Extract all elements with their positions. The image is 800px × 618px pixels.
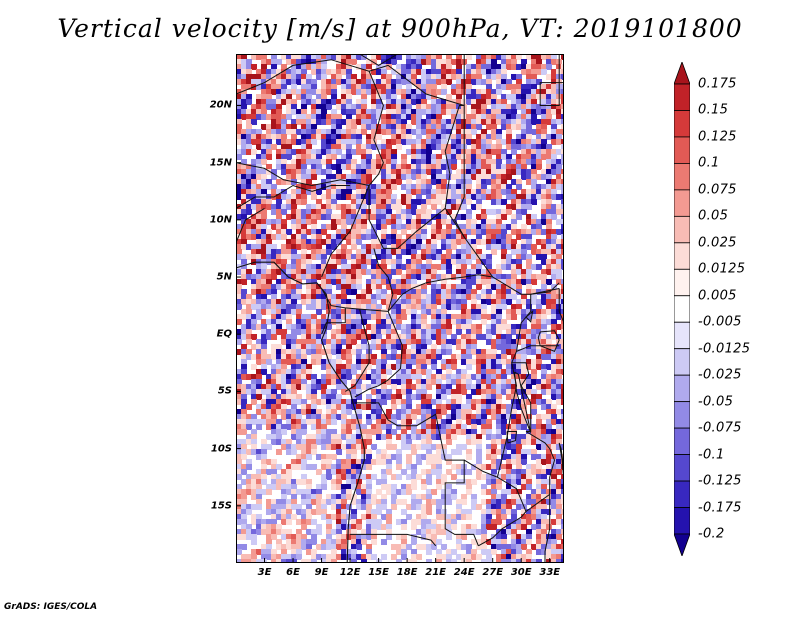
- colorbar-swatch: [674, 62, 690, 85]
- lon-tick-label: 33E: [539, 567, 561, 578]
- lon-tick-label: 30E: [510, 567, 532, 578]
- colorbar: [674, 62, 690, 556]
- colorbar-level-label: -0.05: [698, 394, 734, 410]
- colorbar-swatch: [674, 480, 690, 508]
- colorbar-level-label: 0.175: [698, 76, 737, 92]
- colorbar-level-label: -0.175: [698, 500, 742, 516]
- colorbar-level-label: -0.0125: [698, 341, 751, 357]
- lon-tick-label: 21E: [425, 567, 447, 578]
- grads-credit: GrADS: IGES/COLA: [4, 602, 98, 612]
- colorbar-level-label: 0.075: [698, 182, 737, 198]
- colorbar-level-label: 0.005: [698, 288, 737, 304]
- colorbar-swatch: [674, 110, 690, 138]
- map-panel: [236, 54, 564, 563]
- colorbar-level-label: 0.0125: [698, 261, 746, 277]
- lon-tick-label: 6E: [286, 567, 300, 578]
- colorbar-level-label: 0.125: [698, 129, 737, 145]
- colorbar-level-label: -0.1: [698, 447, 725, 463]
- lat-tick-label: 15S: [210, 500, 232, 512]
- colorbar-swatch: [674, 268, 690, 297]
- colorbar-swatch: [674, 507, 690, 535]
- colorbar-swatch: [674, 401, 690, 429]
- colorbar-swatch: [674, 136, 690, 164]
- lat-tick-label: 5S: [217, 385, 232, 397]
- map-frame: [236, 54, 564, 563]
- lat-tick-label: 10N: [209, 214, 232, 226]
- colorbar-swatch: [674, 83, 690, 111]
- lon-tick-label: 3E: [257, 567, 272, 578]
- lon-tick-label: 12E: [339, 567, 361, 578]
- colorbar-level-label: -0.025: [698, 367, 742, 383]
- colorbar-level-label: -0.005: [698, 314, 742, 330]
- colorbar-level-label: 0.1: [698, 155, 720, 171]
- lat-tick-label: 15N: [209, 157, 232, 169]
- lakes: [506, 310, 564, 485]
- lon-tick-label: 24E: [453, 567, 475, 578]
- colorbar-swatch: [674, 321, 690, 350]
- colorbar-swatch: [674, 163, 690, 191]
- colorbar-level-label: -0.125: [698, 473, 742, 489]
- colorbar-swatch: [674, 374, 690, 403]
- colorbar-swatch: [674, 454, 690, 482]
- colorbar-swatch: [674, 533, 690, 556]
- colorbar-swatch: [674, 427, 690, 455]
- lon-tick-label: 15E: [368, 567, 389, 578]
- coastline: [236, 261, 365, 563]
- country-borders: [236, 54, 564, 563]
- colorbar-swatch: [674, 295, 690, 323]
- colorbar-level-label: -0.2: [698, 526, 725, 542]
- chart-title: Vertical velocity [m/s] at 900hPa, VT: 2…: [57, 14, 743, 43]
- colorbar-swatch: [674, 189, 690, 217]
- colorbar-swatch: [674, 215, 690, 244]
- lat-tick-label: 20N: [209, 99, 232, 111]
- lon-tick-label: 9E: [314, 567, 329, 578]
- colorbar-level-label: 0.05: [698, 208, 729, 224]
- colorbar-level-label: -0.075: [698, 420, 742, 436]
- lon-tick-label: 27E: [482, 567, 504, 578]
- colorbar-swatch: [674, 242, 690, 270]
- lat-tick-label: 5N: [216, 271, 232, 283]
- vertical-velocity-map: [236, 54, 564, 563]
- colorbar-swatch: [674, 348, 690, 376]
- lon-tick-label: 18E: [396, 567, 418, 578]
- lat-tick-label: EQ: [216, 328, 232, 340]
- lat-tick-label: 10S: [210, 443, 232, 455]
- colorbar-level-label: 0.15: [698, 102, 729, 118]
- colorbar-level-label: 0.025: [698, 235, 737, 251]
